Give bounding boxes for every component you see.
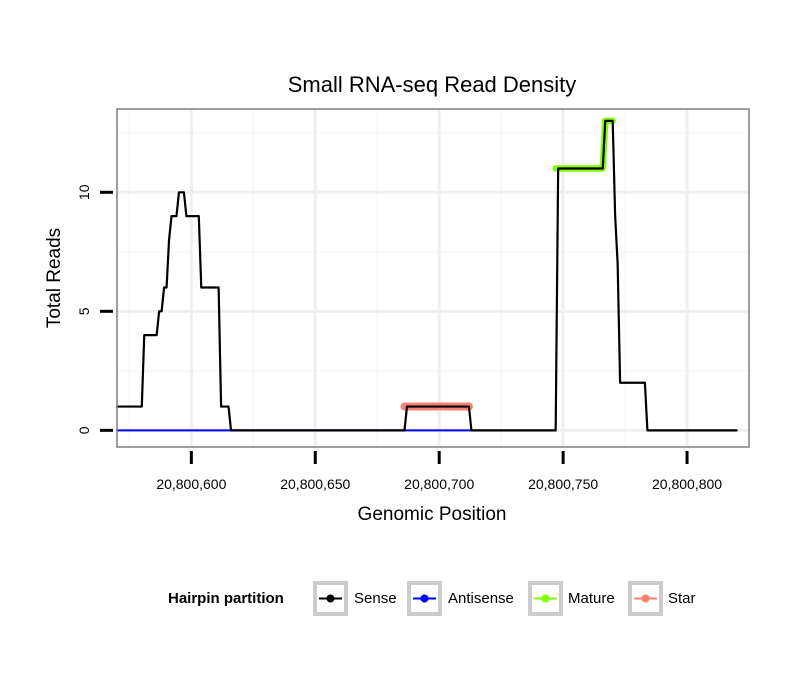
series-sense-line <box>115 119 738 432</box>
legend-key-point <box>326 594 335 603</box>
panel-background <box>117 109 749 447</box>
panel-border <box>116 108 750 448</box>
x-tick-label: 20,800,650 <box>280 476 350 492</box>
legend-key-point <box>541 594 550 603</box>
legend-title: Hairpin partition <box>168 590 284 607</box>
legend-label: Star <box>668 590 696 607</box>
x-tick-label: 20,800,700 <box>404 476 474 492</box>
y-axis: 0 5 10 <box>76 184 113 434</box>
data-lines <box>115 117 738 432</box>
legend-item-star: Star <box>628 581 696 616</box>
legend-label: Mature <box>568 590 615 607</box>
x-tick-label: 20,800,800 <box>652 476 722 492</box>
x-tick-label: 20,800,600 <box>156 476 226 492</box>
y-tick-label: 10 <box>76 184 92 200</box>
y-axis-title: Total Reads <box>44 228 65 328</box>
legend-key-point <box>420 594 429 603</box>
legend-label: Sense <box>354 590 397 607</box>
legend-key-point <box>641 594 650 603</box>
y-tick-label: 0 <box>76 426 92 434</box>
legend-item-antisense: Antisense <box>407 581 514 616</box>
x-tick-label: 20,800,750 <box>528 476 598 492</box>
x-axis: 20,800,600 20,800,650 20,800,700 20,800,750… <box>156 451 722 492</box>
legend-label: Antisense <box>448 590 514 607</box>
legend-item-mature: Mature <box>528 581 615 616</box>
plot-area <box>115 108 750 448</box>
legend: Hairpin partition Sense Antisense Mature St… <box>168 581 696 616</box>
chart-title: Small RNA-seq Read Density <box>288 72 577 97</box>
y-tick-label: 5 <box>76 307 92 315</box>
legend-item-sense: Sense <box>313 581 397 616</box>
x-axis-title: Genomic Position <box>358 504 507 525</box>
